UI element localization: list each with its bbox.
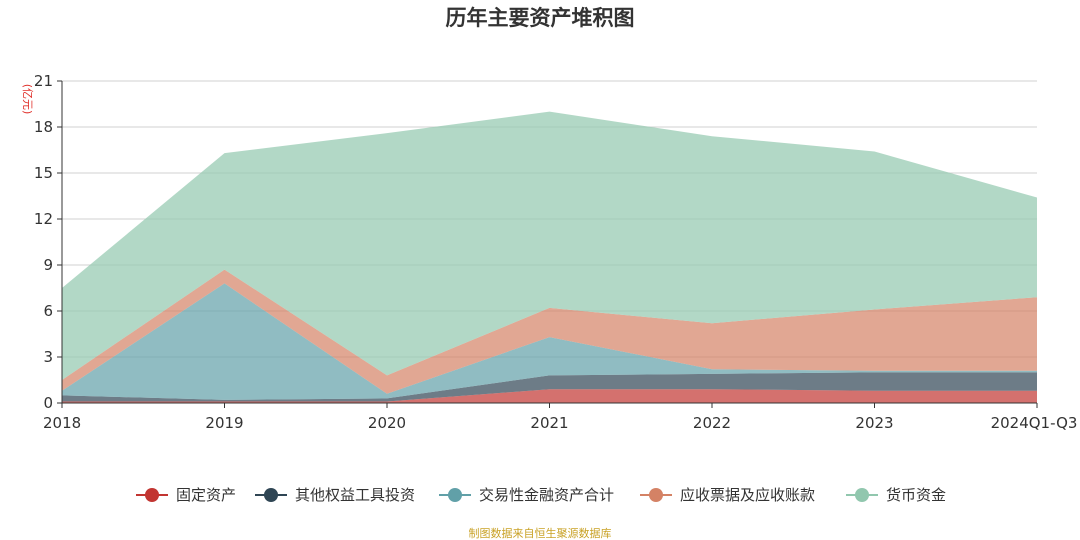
y-tick-label: 3 [43, 348, 53, 366]
axes: 0 3 6 9 12 15 18 21 2018 2019 2020 2021 2022 2023 2024… [34, 72, 1078, 432]
area-series-1 [62, 389, 1037, 403]
legend-label: 交易性金融资产合计 [479, 486, 614, 504]
legend-label: 固定资产 [176, 486, 236, 504]
x-tick-label: 2018 [43, 414, 81, 432]
x-tick-label: 2020 [368, 414, 406, 432]
x-tick-label: 2022 [693, 414, 731, 432]
area-series-5 [62, 111, 1037, 381]
legend-label: 其他权益工具投资 [295, 486, 415, 504]
y-tick-label: 18 [34, 118, 53, 136]
y-tick-label: 9 [43, 256, 53, 274]
legend-marker [649, 488, 663, 502]
y-axis-unit-label: (亿元) [21, 84, 34, 115]
area-series-2 [62, 372, 1037, 402]
legend-item[interactable]: 货币资金 [846, 486, 946, 504]
legend-item[interactable]: 其他权益工具投资 [255, 486, 415, 504]
y-tick-label: 12 [34, 210, 53, 228]
y-tick-label: 15 [34, 164, 53, 182]
legend-item[interactable]: 固定资产 [136, 486, 236, 504]
legend-marker [264, 488, 278, 502]
legend-marker [448, 488, 462, 502]
chart-title: 历年主要资产堆积图 [446, 6, 635, 30]
legend-label: 应收票据及应收账款 [680, 486, 815, 504]
legend-item[interactable]: 交易性金融资产合计 [439, 486, 614, 504]
x-tick-label: 2024Q1-Q3 [991, 414, 1078, 432]
y-tick-label: 6 [43, 302, 53, 320]
area-series-4 [62, 269, 1037, 394]
source-note: 制图数据来自恒生聚源数据库 [469, 526, 612, 540]
area-series-3 [62, 283, 1037, 400]
area-series-group [62, 111, 1037, 403]
x-tick-label: 2021 [530, 414, 568, 432]
legend: 固定资产 其他权益工具投资 交易性金融资产合计 应收票据及应收账款 货币资金 [136, 486, 946, 504]
y-tick-label: 0 [43, 394, 53, 412]
y-tick-label: 21 [34, 72, 53, 90]
x-tick-label: 2023 [855, 414, 893, 432]
legend-item[interactable]: 应收票据及应收账款 [640, 486, 815, 504]
legend-marker [145, 488, 159, 502]
legend-label: 货币资金 [886, 486, 946, 504]
legend-marker [855, 488, 869, 502]
x-tick-label: 2019 [205, 414, 243, 432]
